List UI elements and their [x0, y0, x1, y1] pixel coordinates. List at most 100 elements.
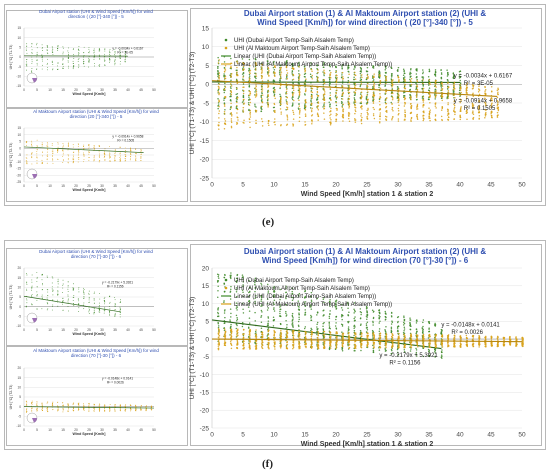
data-point [47, 62, 48, 64]
data-point [78, 156, 80, 158]
data-point [267, 67, 270, 70]
legend-entry: UHI (Dubai Airport Temp-Saih Alsalem Tem… [234, 38, 354, 44]
data-point [273, 303, 275, 306]
data-point [267, 103, 269, 105]
data-point [140, 153, 142, 155]
data-point [317, 337, 319, 339]
data-point [124, 51, 126, 52]
data-point [446, 75, 449, 77]
data-point [323, 82, 326, 84]
data-point [248, 69, 250, 72]
data-point [285, 310, 287, 313]
data-point [223, 276, 226, 279]
data-point [441, 95, 444, 98]
data-point [316, 88, 318, 90]
data-point [261, 97, 263, 100]
data-point [236, 347, 238, 349]
data-point [409, 94, 411, 96]
data-point [248, 85, 251, 88]
data-point [293, 330, 295, 332]
data-point [354, 349, 356, 352]
data-point [119, 157, 121, 158]
data-point [403, 72, 406, 75]
y-tick-label: -20 [16, 173, 21, 177]
data-point [224, 331, 227, 334]
data-point [119, 54, 121, 56]
legend-entry: UHI (Al Maktoum Airport Temp-Saih Alsale… [234, 46, 370, 52]
data-point [73, 53, 75, 55]
data-point [447, 337, 449, 340]
data-point [77, 49, 79, 50]
data-point [317, 343, 320, 346]
data-point [304, 67, 306, 70]
data-point [460, 100, 462, 102]
data-point [367, 107, 369, 110]
data-point [278, 315, 281, 317]
data-point [267, 90, 270, 92]
data-point [36, 139, 38, 141]
data-point [404, 79, 406, 82]
data-point [460, 91, 462, 94]
data-point [230, 272, 232, 274]
x-tick-label: 25 [363, 432, 371, 439]
data-point [328, 97, 331, 99]
data-point [99, 160, 101, 161]
y-tick-label: -15 [16, 84, 21, 88]
data-point [348, 120, 351, 123]
data-point [261, 311, 263, 313]
data-point [242, 61, 244, 64]
data-point [355, 347, 357, 349]
data-point [62, 154, 64, 156]
data-point [25, 142, 27, 144]
data-point [378, 122, 381, 124]
data-point [279, 306, 281, 308]
data-point [477, 90, 480, 93]
data-point [272, 79, 275, 81]
data-point [286, 102, 288, 105]
data-point [72, 154, 74, 156]
data-point [341, 346, 343, 349]
data-point [52, 61, 53, 63]
data-point [366, 66, 369, 69]
data-point [52, 158, 54, 160]
data-point [77, 60, 79, 62]
data-point [291, 70, 294, 72]
data-point [47, 49, 48, 51]
data-point [304, 109, 307, 111]
x-tick-label: 45 [139, 184, 143, 188]
data-point [434, 346, 437, 348]
data-point [104, 155, 105, 157]
data-point [354, 110, 357, 113]
data-point [292, 324, 294, 326]
data-point [372, 316, 375, 319]
data-point [242, 110, 245, 113]
data-point [435, 344, 437, 346]
data-point [341, 309, 344, 311]
data-point [297, 62, 300, 65]
data-point [88, 61, 90, 63]
data-point [260, 95, 262, 97]
data-point [353, 86, 356, 88]
data-point [291, 287, 294, 289]
data-point [385, 105, 388, 108]
data-point [68, 54, 69, 56]
data-point [311, 74, 314, 77]
data-point [353, 97, 356, 99]
data-point [255, 75, 258, 77]
data-point [242, 89, 245, 92]
data-point [218, 83, 221, 85]
data-point [46, 155, 48, 157]
data-point [298, 103, 300, 105]
data-point [104, 53, 106, 55]
data-point [230, 288, 232, 290]
data-point [336, 76, 338, 79]
data-point [280, 335, 282, 337]
data-point [274, 109, 276, 112]
data-point [218, 336, 220, 338]
data-point [73, 156, 74, 158]
data-point [248, 94, 251, 96]
data-point [334, 94, 337, 97]
data-point [285, 297, 287, 300]
data-point [249, 114, 251, 116]
data-point [403, 328, 406, 330]
